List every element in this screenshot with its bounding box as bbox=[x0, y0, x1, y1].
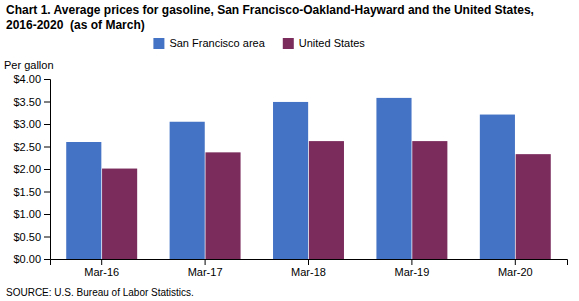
tick-label: Mar-20 bbox=[498, 266, 533, 278]
tick-mark bbox=[308, 259, 309, 265]
title-line: 2016-2020 (as of March) bbox=[6, 18, 145, 32]
tick-label: Mar-16 bbox=[84, 266, 119, 278]
tick-label: $2.50 bbox=[13, 141, 41, 153]
tick-label: $3.50 bbox=[13, 96, 41, 108]
axis-domain bbox=[44, 80, 51, 260]
bar bbox=[516, 154, 551, 259]
tick-label: $0.50 bbox=[13, 231, 41, 243]
legend-item: United States bbox=[283, 37, 366, 49]
bar bbox=[205, 152, 240, 259]
chart: Chart 1. Average prices for gasoline, Sa… bbox=[0, 0, 579, 301]
tick-mark bbox=[44, 237, 50, 238]
bar bbox=[102, 169, 137, 259]
x-tick: Mar-17 bbox=[188, 259, 223, 278]
y-tick: $0.50 bbox=[13, 231, 50, 243]
legend-swatch bbox=[283, 38, 294, 49]
plot: $0.00 $0.50 $1.00 $1.50 $2.00 $2.50 $3.00 $3.50… bbox=[13, 73, 567, 278]
x-tick: Mar-16 bbox=[84, 259, 119, 278]
y-label: Per gallon bbox=[4, 59, 54, 71]
y-tick: $2.50 bbox=[13, 141, 50, 153]
tick-label: Mar-19 bbox=[394, 266, 429, 278]
bar bbox=[376, 98, 411, 259]
tick-mark bbox=[44, 124, 50, 125]
axis-domain bbox=[51, 260, 568, 266]
tick-mark bbox=[44, 259, 50, 260]
x-tick: Mar-20 bbox=[498, 259, 533, 278]
tick-label: $2.00 bbox=[13, 163, 41, 175]
y-axis: $0.00 $0.50 $1.00 $1.50 $2.00 $2.50 $3.00 $3.50… bbox=[13, 73, 50, 265]
tick-mark bbox=[205, 259, 206, 265]
bar bbox=[66, 142, 101, 259]
tick-mark bbox=[44, 169, 50, 170]
tick-mark bbox=[411, 259, 412, 265]
tick-mark bbox=[44, 79, 50, 80]
x-axis: Mar-16 Mar-17 Mar-18 Mar-19 Mar-20 bbox=[51, 259, 568, 278]
y-tick: $3.00 bbox=[13, 118, 50, 130]
tick-label: $1.50 bbox=[13, 186, 41, 198]
legend-label: United States bbox=[299, 37, 366, 49]
bar bbox=[309, 141, 344, 259]
bar-series bbox=[102, 141, 551, 259]
bar-series bbox=[66, 98, 515, 259]
bar bbox=[480, 115, 515, 259]
bar bbox=[170, 122, 205, 259]
tick-label: Mar-18 bbox=[291, 266, 326, 278]
tick-mark bbox=[101, 259, 102, 265]
y-tick: $2.00 bbox=[13, 163, 50, 175]
legend: San Francisco area United States bbox=[153, 37, 365, 49]
tick-label: Mar-17 bbox=[188, 266, 223, 278]
tick-mark bbox=[44, 192, 50, 193]
y-tick: $0.00 bbox=[13, 253, 50, 265]
tick-mark bbox=[44, 102, 50, 103]
tick-mark bbox=[44, 147, 50, 148]
y-tick: $1.00 bbox=[13, 208, 50, 220]
legend-swatch bbox=[153, 38, 164, 49]
legend-item: San Francisco area bbox=[153, 37, 265, 49]
tick-label: $1.00 bbox=[13, 208, 41, 220]
title: Chart 1. Average prices for gasoline, Sa… bbox=[6, 3, 534, 32]
y-tick: $1.50 bbox=[13, 186, 50, 198]
bars bbox=[66, 98, 551, 259]
tick-mark bbox=[44, 214, 50, 215]
legend-label: San Francisco area bbox=[169, 37, 265, 49]
x-tick: Mar-18 bbox=[291, 259, 326, 278]
source: SOURCE: U.S. Bureau of Labor Statistics. bbox=[6, 287, 194, 298]
y-tick: $3.50 bbox=[13, 96, 50, 108]
bar bbox=[273, 102, 308, 259]
title-line: Chart 1. Average prices for gasoline, Sa… bbox=[6, 3, 534, 17]
bar bbox=[412, 141, 447, 259]
tick-label: $0.00 bbox=[13, 253, 41, 265]
y-tick: $4.00 bbox=[13, 73, 50, 85]
tick-label: $3.00 bbox=[13, 118, 41, 130]
x-tick: Mar-19 bbox=[394, 259, 429, 278]
tick-label: $4.00 bbox=[13, 73, 41, 85]
tick-mark bbox=[515, 259, 516, 265]
